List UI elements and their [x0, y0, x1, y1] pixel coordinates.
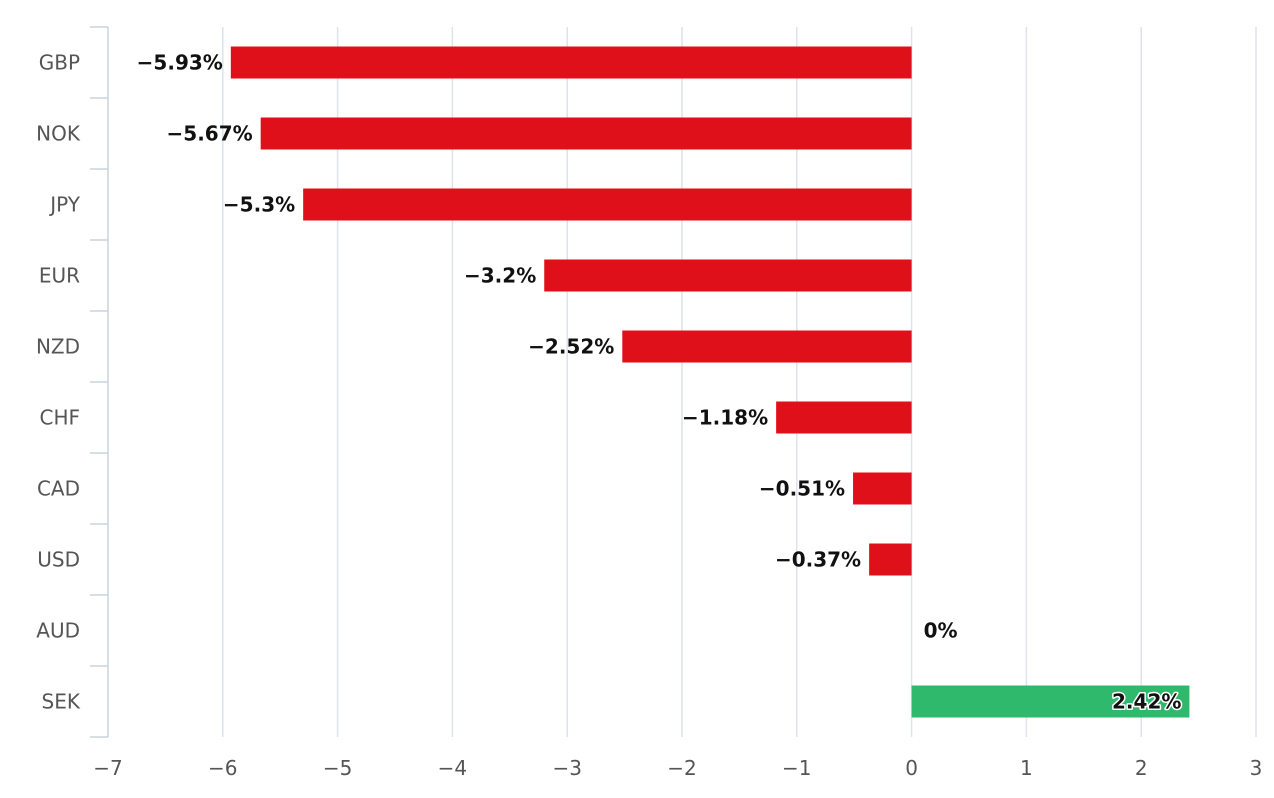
category-label-usd: USD — [37, 548, 80, 572]
bar-usd — [869, 543, 912, 576]
x-tick-label: −1 — [782, 756, 811, 780]
x-tick-label: 0 — [905, 756, 918, 780]
data-label-usd: −0.37% — [775, 548, 861, 572]
bar-jpy — [303, 188, 912, 221]
data-label-chf: −1.18% — [682, 406, 768, 430]
bars — [230, 46, 1190, 718]
data-label-nok: −5.67% — [167, 122, 253, 146]
x-tick-label: −6 — [208, 756, 237, 780]
category-label-nok: NOK — [36, 122, 81, 146]
labels: −7 −6 −5 −4 −3 −2 −1 0 1 2 3 GBP −5.93% NOK −5.67% JPY −… — [36, 51, 1262, 781]
category-label-eur: EUR — [39, 264, 80, 288]
x-tick-label: −7 — [93, 756, 122, 780]
category-label-jpy: JPY — [48, 193, 81, 217]
data-label-jpy: −5.3% — [223, 193, 295, 217]
category-label-gbp: GBP — [39, 51, 80, 75]
bar-sek — [911, 685, 1190, 718]
bar-nok — [260, 117, 912, 150]
category-label-cad: CAD — [37, 477, 80, 501]
x-tick-label: 3 — [1250, 756, 1263, 780]
bar-nzd — [622, 330, 912, 363]
bar-eur — [544, 259, 912, 292]
bar-cad — [853, 472, 912, 505]
bar-chf — [776, 401, 912, 434]
data-label-sek: 2.42% — [1112, 690, 1181, 714]
bar-gbp — [230, 46, 912, 79]
x-tick-label: 2 — [1135, 756, 1148, 780]
x-tick-label: −5 — [323, 756, 352, 780]
data-label-nzd: −2.52% — [528, 335, 614, 359]
axes — [90, 26, 109, 738]
x-tick-label: −3 — [552, 756, 581, 780]
category-label-chf: CHF — [39, 406, 80, 430]
category-label-aud: AUD — [36, 619, 80, 643]
x-tick-label: −2 — [667, 756, 696, 780]
x-tick-label: −4 — [438, 756, 467, 780]
data-label-cad: −0.51% — [759, 477, 845, 501]
category-label-nzd: NZD — [36, 335, 80, 359]
data-label-aud: 0% — [924, 619, 958, 643]
data-label-eur: −3.2% — [464, 264, 536, 288]
category-label-sek: SEK — [42, 690, 81, 714]
x-tick-label: 1 — [1020, 756, 1033, 780]
data-label-gbp: −5.93% — [137, 51, 223, 75]
